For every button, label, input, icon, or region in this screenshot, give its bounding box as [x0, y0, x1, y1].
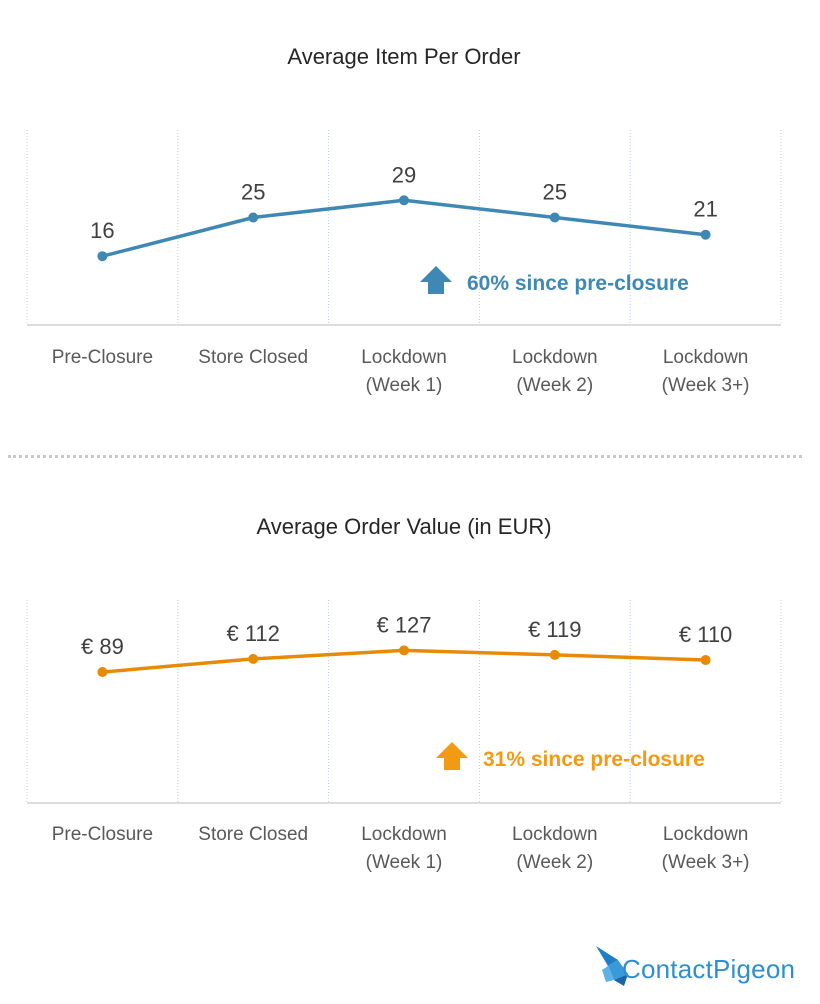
tick-label: Lockdown (Week 1): [361, 824, 447, 873]
chart-average-item-per-order: Average Item Per Order 16 25 29 25 21 Pre-Clos…: [26, 44, 782, 396]
tick-label: Pre-Closure: [52, 824, 153, 845]
data-label: 25: [241, 180, 265, 205]
data-point: [97, 667, 108, 678]
data-label: € 110: [679, 622, 732, 647]
tick-label: Store Closed: [198, 347, 308, 368]
data-point: [399, 195, 409, 206]
data-point: [399, 645, 409, 656]
data-point: [700, 655, 711, 666]
tick-label: Lockdown (Week 2): [512, 347, 598, 396]
chart-average-order-value: Average Order Value (in EUR) € 89 € 112 € 1…: [26, 514, 782, 873]
data-label: 16: [90, 218, 114, 243]
data-label: € 119: [528, 617, 581, 642]
tick-label: Store Closed: [198, 824, 308, 845]
tick-label: Pre-Closure: [52, 347, 153, 368]
data-point: [549, 212, 560, 223]
pigeon-icon: [596, 946, 628, 986]
tick-label: Lockdown (Week 3+): [662, 824, 750, 873]
data-label: € 127: [376, 612, 431, 637]
up-arrow-icon: [420, 266, 452, 294]
data-point: [549, 649, 560, 660]
tick-label: Lockdown (Week 2): [512, 824, 598, 873]
series-line: [101, 198, 706, 258]
logo-text: ContactPigeon: [622, 954, 796, 984]
data-point: [248, 212, 259, 223]
data-label: 29: [392, 162, 416, 187]
data-label: 25: [543, 180, 567, 205]
data-point: [700, 229, 711, 240]
data-point: [97, 251, 108, 262]
annotation-text: 31% since pre-closure: [483, 748, 705, 771]
tick-label: Lockdown (Week 1): [361, 347, 447, 396]
data-label: € 89: [81, 634, 124, 659]
data-label: € 112: [226, 621, 279, 646]
annotation-text: 60% since pre-closure: [467, 272, 689, 295]
chart-title: Average Item Per Order: [287, 44, 520, 69]
section-divider: [8, 455, 802, 458]
tick-label: Lockdown (Week 3+): [662, 347, 750, 396]
contactpigeon-logo: ContactPigeon: [594, 940, 814, 996]
chart-title: Average Order Value (in EUR): [256, 514, 551, 539]
up-arrow-icon: [436, 742, 468, 770]
data-point: [248, 653, 259, 664]
data-label: 21: [693, 197, 717, 222]
